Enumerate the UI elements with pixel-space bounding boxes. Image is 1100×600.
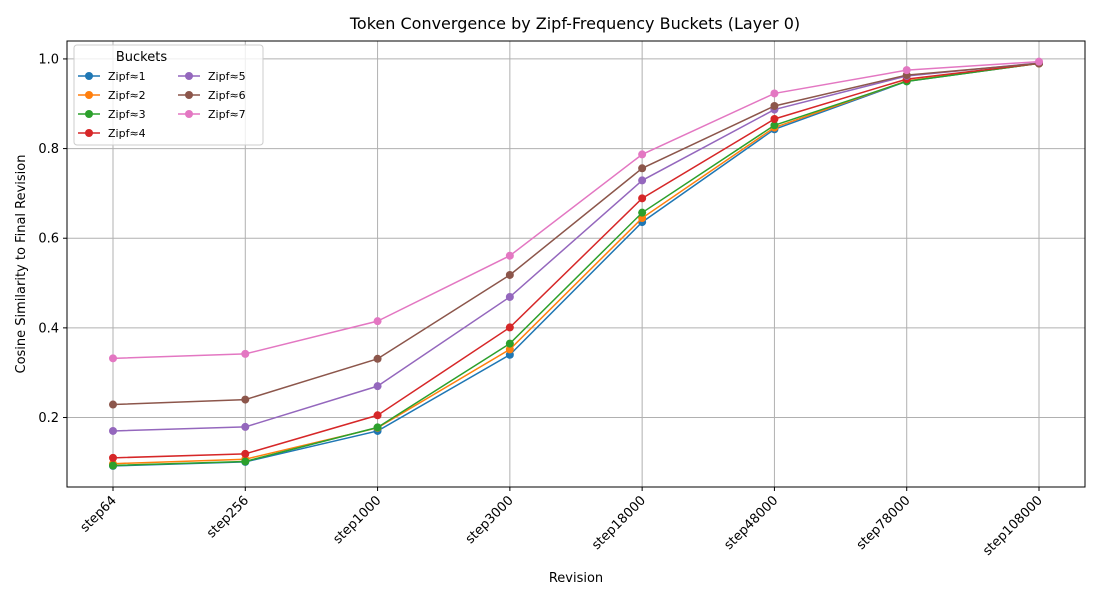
x-tick-label: step78000 — [854, 493, 914, 553]
data-point — [241, 457, 250, 466]
data-point — [241, 449, 250, 458]
data-point — [902, 66, 911, 75]
y-axis: 0.2 0.4 0.6 0.8 1.0 — [38, 52, 67, 426]
data-point — [505, 270, 514, 279]
data-point — [109, 453, 117, 462]
data-point — [770, 114, 779, 123]
data-point — [241, 395, 250, 404]
data-point — [638, 150, 647, 159]
legend-swatch-marker — [85, 72, 93, 80]
y-tick-label: 0.2 — [38, 411, 59, 426]
y-tick-label: 0.4 — [38, 321, 59, 336]
data-point — [373, 411, 382, 420]
data-point — [638, 164, 647, 173]
data-point — [373, 423, 382, 432]
data-point — [770, 101, 779, 110]
series-7 — [109, 57, 1043, 363]
data-point — [770, 89, 779, 98]
legend-item-label: Zipf≈5 — [208, 70, 246, 83]
legend-swatch-marker — [185, 110, 193, 118]
legend-swatch-marker — [85, 110, 93, 118]
data-point — [770, 121, 779, 130]
x-tick-label: step108000 — [980, 493, 1046, 559]
legend-item-label: Zipf≈6 — [208, 89, 246, 102]
y-tick-label: 1.0 — [38, 52, 59, 67]
data-point — [373, 382, 382, 391]
series-line — [112, 62, 1040, 432]
data-point — [109, 461, 117, 470]
data-point — [109, 400, 117, 409]
series-line — [112, 62, 1040, 467]
x-tick-label: step18000 — [589, 493, 649, 553]
y-tick-label: 0.6 — [38, 232, 59, 247]
x-axis: step64 step256 step1000 step3000 step18000 st… — [78, 487, 1046, 559]
plot-frame — [66, 40, 1086, 488]
x-tick-label: step1000 — [331, 493, 385, 547]
data-point — [505, 292, 514, 301]
legend: Buckets Zipf≈1 Zipf≈2 Zipf≈3 Zipf≈4 Zipf≈5 Zip… — [73, 44, 264, 146]
series-3 — [109, 59, 1043, 470]
legend-item-label: Zipf≈2 — [108, 89, 146, 102]
series-layer — [109, 57, 1043, 470]
data-point — [1035, 57, 1043, 66]
data-point — [505, 345, 514, 354]
legend-swatch-marker — [185, 91, 193, 99]
data-point — [638, 194, 647, 203]
chart-title: Token Convergence by Zipf-Frequency Buck… — [349, 14, 800, 33]
series-line — [112, 62, 1040, 406]
series-line — [112, 60, 1040, 360]
data-point — [241, 349, 250, 358]
legend-item-label: Zipf≈1 — [108, 70, 146, 83]
data-point — [505, 339, 514, 348]
legend-title: Buckets — [116, 50, 167, 65]
data-point — [638, 208, 647, 217]
x-tick-label: step256 — [204, 493, 252, 541]
x-tick-label: step64 — [78, 493, 120, 535]
x-axis-label: Revision — [549, 571, 603, 586]
legend-item-label: Zipf≈7 — [208, 108, 246, 121]
data-point — [373, 317, 382, 326]
legend-swatch-marker — [185, 72, 193, 80]
x-tick-label: step3000 — [463, 493, 517, 547]
data-point — [505, 251, 514, 260]
x-tick-label: step48000 — [722, 493, 782, 553]
y-axis-label: Cosine Similarity to Final Revision — [14, 155, 29, 374]
data-point — [638, 176, 647, 185]
y-tick-label: 0.8 — [38, 142, 59, 157]
data-point — [505, 323, 514, 332]
data-point — [109, 354, 117, 363]
data-point — [241, 422, 250, 431]
legend-item-label: Zipf≈3 — [108, 108, 146, 121]
series-line — [112, 62, 1040, 459]
legend-swatch-marker — [85, 129, 93, 137]
legend-item-label: Zipf≈4 — [108, 127, 146, 140]
data-point — [109, 426, 117, 435]
legend-swatch-marker — [85, 91, 93, 99]
legend-box — [73, 44, 264, 146]
data-point — [373, 354, 382, 363]
